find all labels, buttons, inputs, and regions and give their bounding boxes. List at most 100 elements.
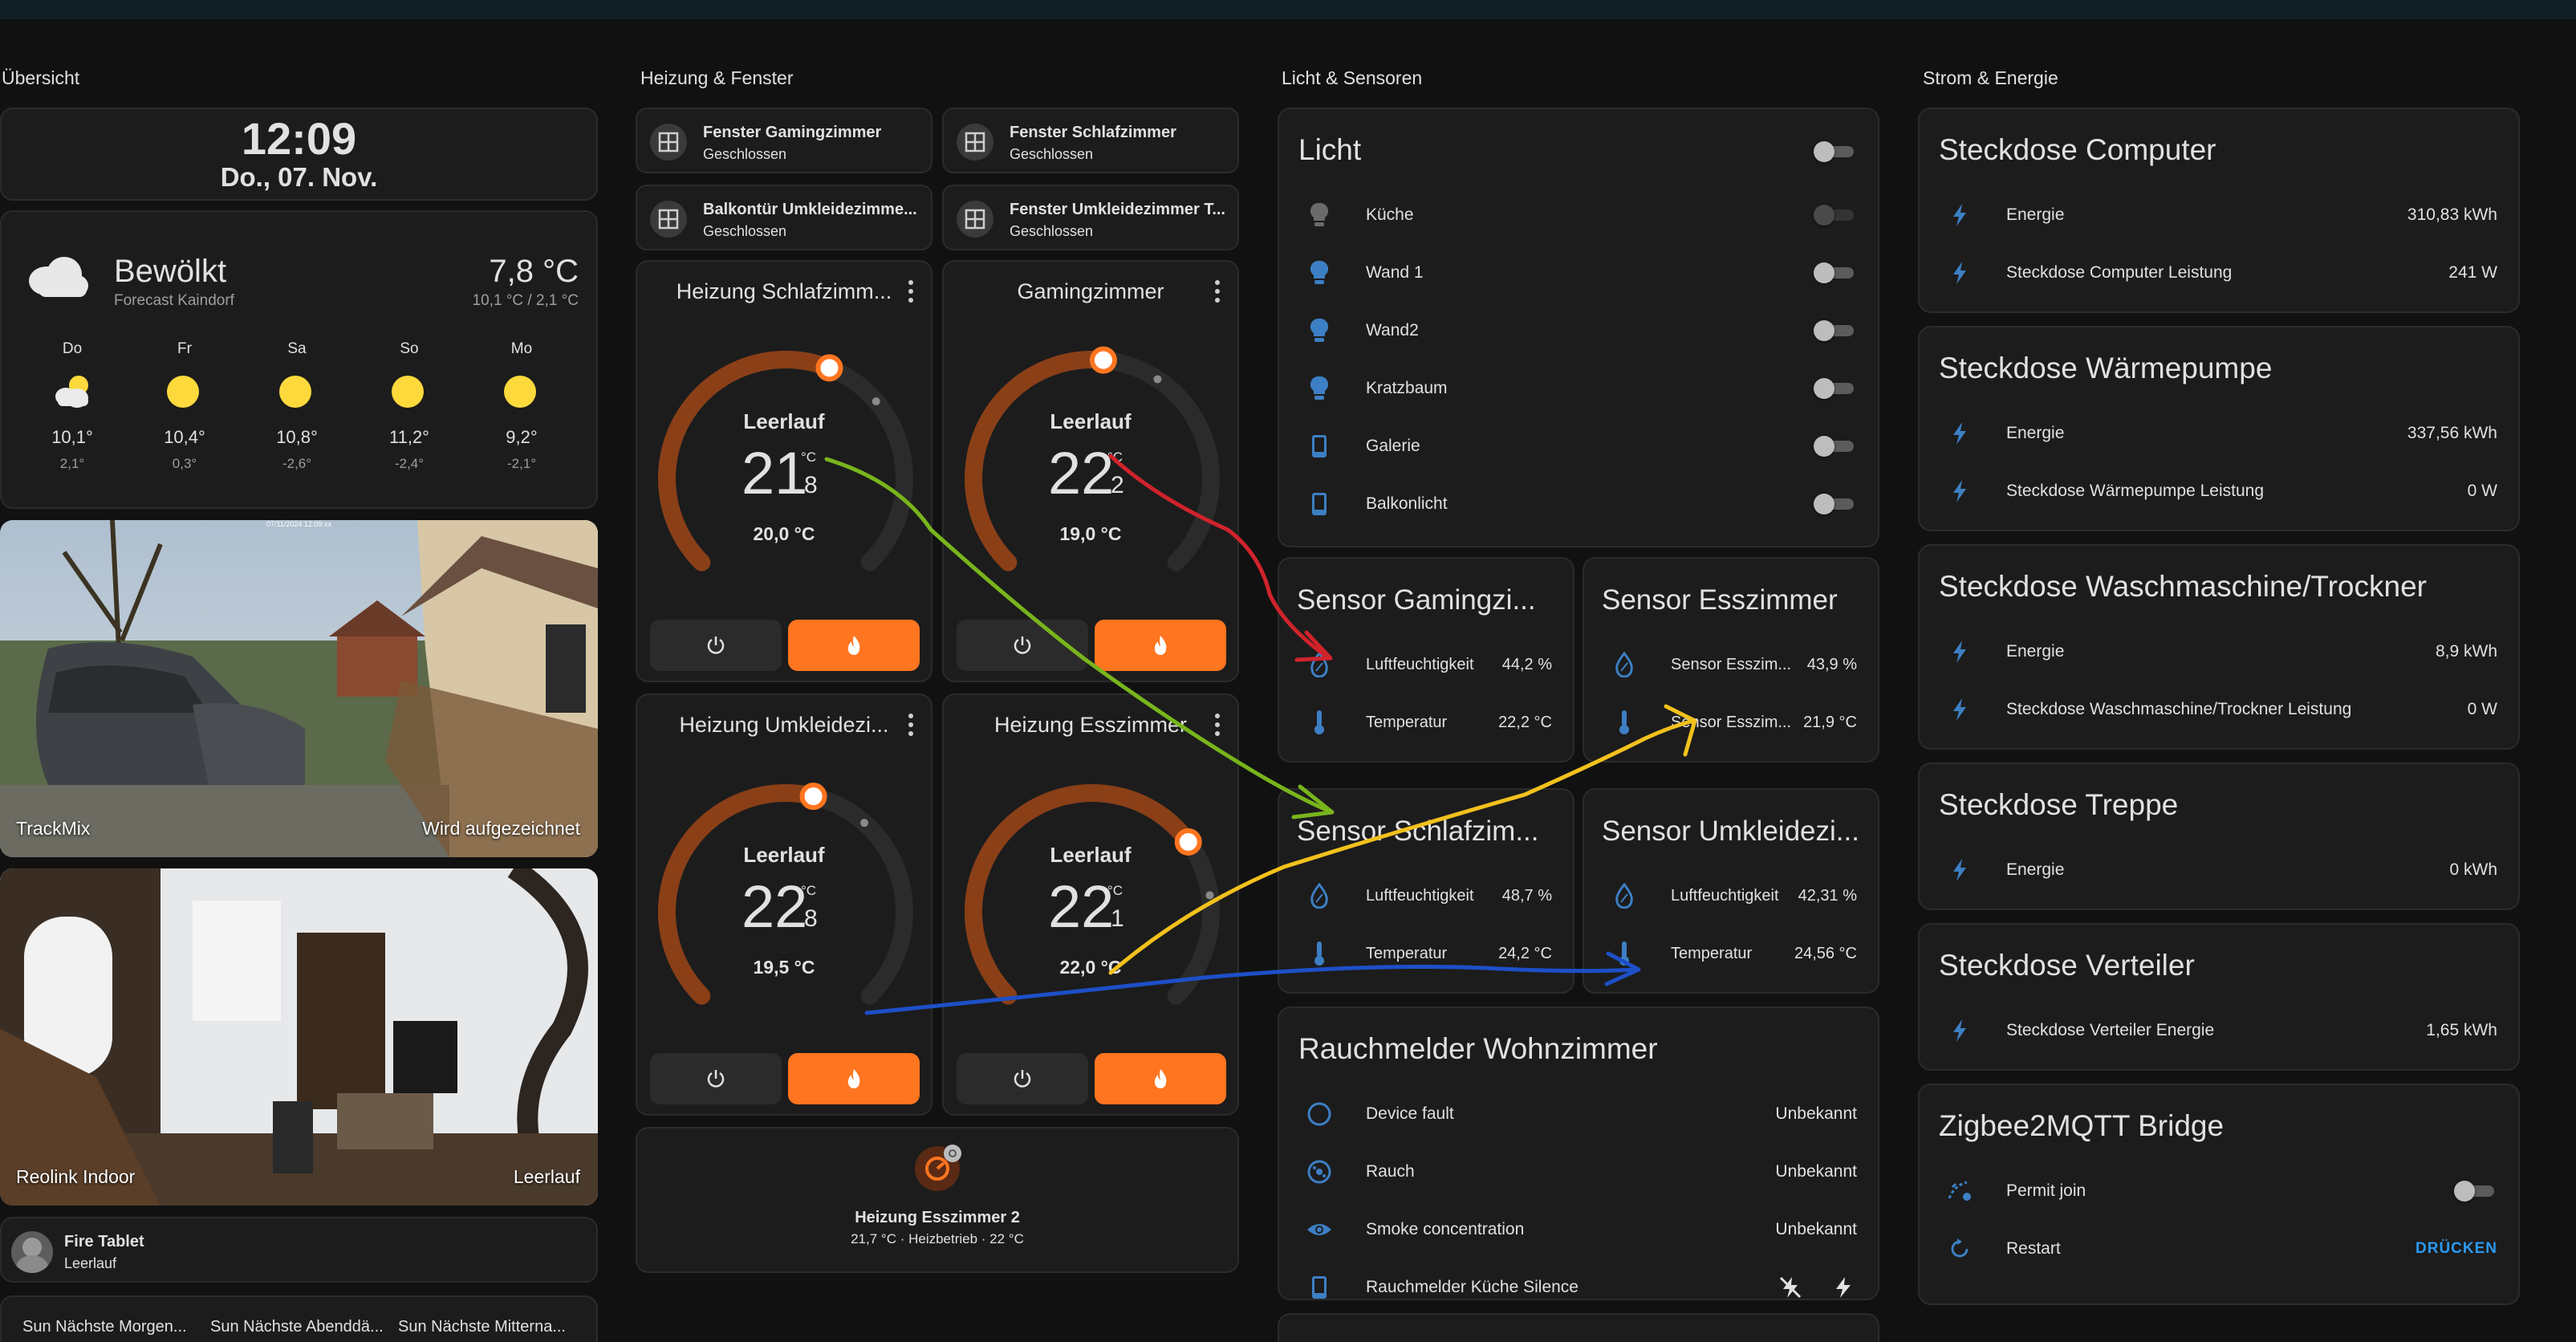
smoke-row-fault[interactable]: Device fault Unbekannt — [1279, 1085, 1878, 1143]
sensor-temperature-row[interactable]: Temperatur 22,2 °C — [1279, 693, 1573, 751]
light-toggle[interactable] — [1814, 205, 1857, 226]
bulb-icon — [1302, 255, 1337, 291]
weather-card[interactable]: Bewölkt Forecast Kaindorf 7,8 °C 10,1 °C… — [0, 210, 598, 509]
forecast-high: 10,8° — [276, 427, 318, 447]
zigbee-title: Zigbee2MQTT Bridge — [1939, 1109, 2225, 1142]
hvac-mode-bar — [650, 1053, 920, 1104]
heat-mode-button[interactable] — [1095, 1053, 1226, 1104]
heater2-detail: 21,7 °C · Heizbetrieb · 22 °C — [851, 1231, 1024, 1246]
heater2-card[interactable]: Heizung Esszimmer 2 21,7 °C · Heizbetrie… — [636, 1127, 1239, 1273]
phone-icon — [1302, 486, 1337, 522]
more-menu-icon[interactable] — [1213, 278, 1221, 305]
energy-row[interactable]: Steckdose Wärmepumpe Leistung 0 W — [1920, 462, 2518, 520]
light-row[interactable]: Wand2 — [1279, 302, 1878, 360]
current-temp-marker — [872, 397, 880, 406]
energy-row[interactable]: Steckdose Verteiler Energie 1,65 kWh — [1920, 1002, 2518, 1059]
power-button[interactable] — [650, 620, 782, 671]
column-title-lights: Licht & Sensoren — [1282, 67, 1423, 88]
zigbee-permit-row[interactable]: Permit join — [1920, 1162, 2518, 1220]
smoke-row-concentration[interactable]: Smoke concentration Unbekannt — [1279, 1201, 1878, 1259]
heat-mode-button[interactable] — [788, 620, 920, 671]
zigbee-permit-toggle[interactable] — [2454, 1181, 2497, 1202]
flash-icon[interactable] — [1831, 1275, 1855, 1299]
camera-reolink-indoor[interactable]: Reolink Indoor Leerlauf — [0, 868, 598, 1206]
power-button[interactable] — [957, 1053, 1088, 1104]
thermostat-card[interactable]: Heizung Schlafzimm... Leerlauf 21 °C 8 20,0 °… — [636, 260, 932, 682]
energy-title: Steckdose Verteiler — [1939, 949, 2195, 982]
light-master-toggle[interactable] — [1814, 141, 1857, 162]
sensor-temperature-row[interactable]: Temperatur 24,2 °C — [1279, 925, 1573, 982]
camera-indoor-status: Leerlauf — [513, 1166, 580, 1187]
more-menu-icon[interactable] — [907, 278, 915, 305]
sensor-card: Sensor Gamingzi... Luftfeuchtigkeit 44,2 %… — [1278, 557, 1574, 762]
smoke-fault-label: Device fault — [1366, 1104, 1454, 1123]
sensor-title: Sensor Gamingzi... — [1297, 584, 1536, 616]
thermostat-card[interactable]: Heizung Esszimmer Leerlauf 22 °C 1 22,0 °C — [942, 693, 1239, 1116]
window-tile[interactable]: Balkontür Umkleidezimme... Geschlossen — [636, 185, 932, 250]
thermometer-icon — [1302, 936, 1337, 971]
smoke-row-rauch[interactable]: Rauch Unbekannt — [1279, 1143, 1878, 1201]
partly-cloudy-icon — [51, 372, 93, 411]
sun-next-midnight[interactable]: Sun Nächste Mitterna... — [398, 1318, 566, 1336]
zigbee-restart-button[interactable]: DRÜCKEN — [2416, 1240, 2497, 1257]
sensor-temperature-row[interactable]: Temperatur 24,56 °C — [1584, 925, 1878, 982]
fire-tablet-card[interactable]: Fire Tablet Leerlauf — [0, 1217, 598, 1283]
thermostat-card[interactable]: Heizung Umkleidezi... Leerlauf 22 °C 8 19,5 °… — [636, 693, 932, 1116]
humidity-value: 48,7 % — [1501, 886, 1552, 905]
sun-next-evening[interactable]: Sun Nächste Abenddä... — [210, 1318, 384, 1336]
temp-decimal: 2 — [1111, 472, 1124, 498]
power-button[interactable] — [957, 620, 1088, 671]
energy-row[interactable]: Steckdose Waschmaschine/Trockner Leistun… — [1920, 681, 2518, 738]
window-state: Geschlossen — [703, 223, 787, 239]
energy-row[interactable]: Steckdose Computer Leistung 241 W — [1920, 244, 2518, 302]
zigbee-restart-row[interactable]: Restart DRÜCKEN — [1920, 1220, 2518, 1278]
light-row[interactable]: Küche — [1279, 186, 1878, 244]
light-row[interactable]: Kratzbaum — [1279, 360, 1878, 417]
light-row[interactable]: Wand 1 — [1279, 244, 1878, 302]
light-toggle[interactable] — [1814, 378, 1857, 399]
sun-next-morning[interactable]: Sun Nächste Morgen... — [22, 1318, 187, 1336]
flash-off-icon[interactable] — [1778, 1275, 1802, 1299]
current-temp-marker — [1205, 891, 1214, 900]
clock-date: Do., 07. Nov. — [220, 162, 378, 192]
temp-unit: °C — [1107, 883, 1123, 898]
window-tile[interactable]: Fenster Schlafzimmer Geschlossen — [942, 108, 1239, 173]
heat-mode-button[interactable] — [1095, 620, 1226, 671]
forecast-low: -2,4° — [394, 456, 425, 471]
window-tile[interactable]: Fenster Umkleidezimmer T... Geschlossen — [942, 185, 1239, 250]
light-row[interactable]: Galerie — [1279, 417, 1878, 475]
sensor-humidity-row[interactable]: Luftfeuchtigkeit 48,7 % — [1279, 867, 1573, 925]
sensor-humidity-row[interactable]: Sensor Esszim... 43,9 % — [1584, 636, 1878, 693]
sensor-card: Sensor Umkleidezi... Luftfeuchtigkeit 42,3… — [1583, 788, 1879, 994]
power-button[interactable] — [650, 1053, 782, 1104]
light-toggle[interactable] — [1814, 436, 1857, 457]
energy-row[interactable]: Energie 0 kWh — [1920, 841, 2518, 899]
energy-row[interactable]: Energie 8,9 kWh — [1920, 623, 2518, 681]
light-row[interactable]: Balkonlicht — [1279, 475, 1878, 533]
sun-icon — [164, 372, 205, 411]
flash-icon — [1942, 416, 1977, 451]
light-toggle[interactable] — [1814, 320, 1857, 341]
camera-timestamp: 07/11/2024 12:09:xx — [266, 520, 331, 528]
sensor-temperature-row[interactable]: Sensor Esszim... 21,9 °C — [1584, 693, 1878, 751]
smoke-row-silence[interactable]: Rauchmelder Küche Silence — [1279, 1259, 1878, 1299]
sensor-humidity-row[interactable]: Luftfeuchtigkeit 44,2 % — [1279, 636, 1573, 693]
thermostat-dial[interactable] — [637, 695, 932, 1032]
dial-fill — [658, 351, 839, 571]
heat-mode-button[interactable] — [788, 1053, 920, 1104]
target-temperature: 19,5 °C — [753, 957, 815, 978]
energy-row[interactable]: Energie 310,83 kWh — [1920, 186, 2518, 244]
forecast-low: 2,1° — [59, 456, 85, 471]
light-toggle[interactable] — [1814, 494, 1857, 514]
humidity-icon — [1302, 647, 1337, 682]
thermostat-mode: Leerlauf — [743, 843, 825, 867]
sensor-humidity-row[interactable]: Luftfeuchtigkeit 42,31 % — [1584, 867, 1878, 925]
energy-row[interactable]: Energie 337,56 kWh — [1920, 405, 2518, 462]
weather-range: 10,1 °C / 2,1 °C — [472, 292, 579, 309]
light-toggle[interactable] — [1814, 262, 1857, 283]
thermostat-card[interactable]: Gamingzimmer Leerlauf 22 °C 2 19,0 °C — [942, 260, 1239, 682]
window-tile[interactable]: Fenster Gamingzimmer Geschlossen — [636, 108, 932, 173]
thermostat-name: Gamingzimmer — [1017, 279, 1164, 303]
camera-trackmix[interactable]: 07/11/2024 12:09:xx TrackMix Wird aufgez… — [0, 520, 598, 857]
temp-integer: 22 — [742, 873, 808, 940]
